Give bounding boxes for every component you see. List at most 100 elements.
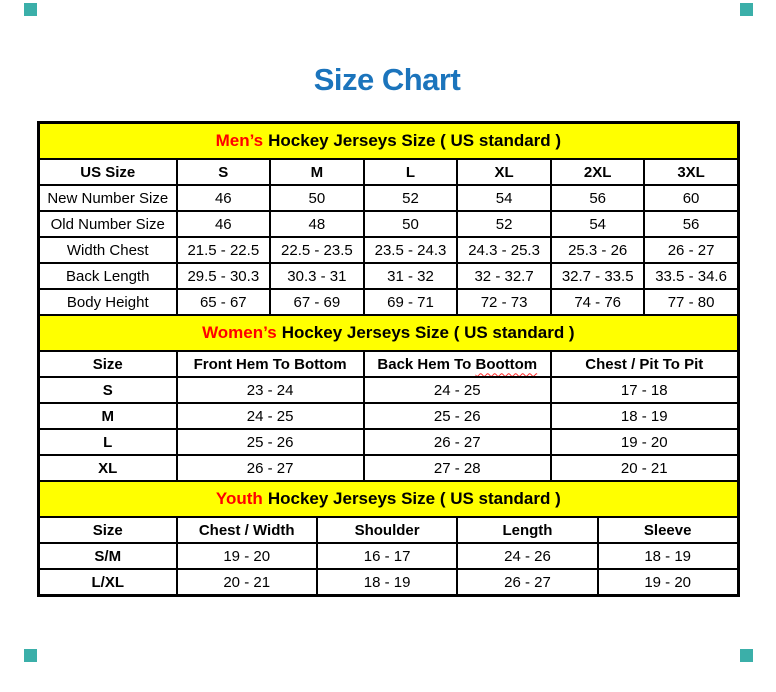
table-cell: 52 xyxy=(456,210,552,238)
row-label: Width Chest xyxy=(37,236,178,264)
table-cell: 50 xyxy=(362,210,459,238)
table-row: S/M 19 - 20 16 - 17 24 - 26 18 - 19 xyxy=(37,542,740,570)
table-cell: 24 - 26 xyxy=(456,542,599,570)
column-header: Shoulder xyxy=(315,516,459,544)
column-header: XL xyxy=(456,158,552,186)
mens-column-header-row: US Size S M L XL 2XL 3XL xyxy=(37,158,740,186)
column-header: US Size xyxy=(37,158,178,186)
table-cell: 26 - 27 xyxy=(643,236,740,264)
table-cell: 67 - 69 xyxy=(269,288,365,316)
page-title: Size Chart xyxy=(313,62,461,97)
table-cell: 23.5 - 24.3 xyxy=(362,236,459,264)
column-header: S xyxy=(175,158,272,186)
table-cell: 26 - 27 xyxy=(175,454,365,482)
misspell-prefix: Back Hem To xyxy=(377,355,476,373)
table-cell: 33.5 - 34.6 xyxy=(643,262,740,290)
table-cell: 29.5 - 30.3 xyxy=(175,262,272,290)
table-cell: 25 - 26 xyxy=(362,402,552,430)
resize-handle-bottom-right[interactable] xyxy=(740,649,753,662)
row-label: L/XL xyxy=(37,568,178,597)
mens-section-title: Men’s Hockey Jerseys Size ( US standard ) xyxy=(37,121,740,160)
table-row: L 25 - 26 26 - 27 19 - 20 xyxy=(37,428,740,456)
table-cell: 18 - 19 xyxy=(549,402,740,430)
womens-title-rest: Hockey Jerseys Size ( US standard ) xyxy=(281,323,575,342)
resize-handle-top-right[interactable] xyxy=(740,3,753,16)
youth-title-rest: Hockey Jerseys Size ( US standard ) xyxy=(267,489,561,508)
column-header: Chest / Pit To Pit xyxy=(549,350,740,378)
row-label: S/M xyxy=(37,542,178,570)
row-label: S xyxy=(37,376,178,404)
table-cell: 48 xyxy=(269,210,365,238)
mens-title-rest: Hockey Jerseys Size ( US standard ) xyxy=(268,131,562,150)
column-header: 2XL xyxy=(549,158,646,186)
womens-keyword: Women’s xyxy=(202,323,277,342)
table-cell: 54 xyxy=(456,184,552,212)
table-row: New Number Size 46 50 52 54 56 60 xyxy=(37,184,740,212)
table-cell: 19 - 20 xyxy=(596,568,740,597)
table-cell: 23 - 24 xyxy=(175,376,365,404)
row-label: L xyxy=(37,428,178,456)
table-cell: 19 - 20 xyxy=(549,428,740,456)
table-cell: 69 - 71 xyxy=(362,288,459,316)
youth-section-header: Youth Hockey Jerseys Size ( US standard ) xyxy=(37,480,740,518)
youth-column-header-row: Size Chest / Width Shoulder Length Sleev… xyxy=(37,516,740,544)
table-cell: 20 - 21 xyxy=(549,454,740,482)
youth-section-title: Youth Hockey Jerseys Size ( US standard ) xyxy=(37,480,740,518)
youth-keyword: Youth xyxy=(215,489,263,508)
row-label: Back Length xyxy=(37,262,178,290)
mens-keyword: Men’s xyxy=(215,131,264,150)
womens-section-title: Women’s Hockey Jerseys Size ( US standard… xyxy=(37,314,740,352)
table-row: Width Chest 21.5 - 22.5 22.5 - 23.5 23.5… xyxy=(37,236,740,264)
column-header: Front Hem To Bottom xyxy=(175,350,365,378)
table-cell: 65 - 67 xyxy=(175,288,272,316)
column-header: Sleeve xyxy=(596,516,740,544)
table-cell: 27 - 28 xyxy=(362,454,552,482)
table-cell: 22.5 - 23.5 xyxy=(269,236,365,264)
table-cell: 77 - 80 xyxy=(643,288,740,316)
misspell-word: Boottom xyxy=(475,355,538,373)
table-cell: 30.3 - 31 xyxy=(269,262,365,290)
table-row: Back Length 29.5 - 30.3 30.3 - 31 31 - 3… xyxy=(37,262,740,290)
mens-section-header: Men’s Hockey Jerseys Size ( US standard ) xyxy=(37,121,740,160)
table-row: S 23 - 24 24 - 25 17 - 18 xyxy=(37,376,740,404)
table-cell: 32 - 32.7 xyxy=(456,262,552,290)
table-cell: 21.5 - 22.5 xyxy=(175,236,272,264)
column-header: Size xyxy=(37,350,178,378)
row-label: M xyxy=(37,402,178,430)
column-header: M xyxy=(269,158,365,186)
table-cell: 50 xyxy=(269,184,365,212)
table-row: M 24 - 25 25 - 26 18 - 19 xyxy=(37,402,740,430)
table-row: XL 26 - 27 27 - 28 20 - 21 xyxy=(37,454,740,482)
womens-column-header-row: Size Front Hem To Bottom Back Hem To Boo… xyxy=(37,350,740,378)
row-label: Body Height xyxy=(37,288,178,316)
resize-handle-bottom-left[interactable] xyxy=(24,649,37,662)
table-cell: 18 - 19 xyxy=(596,542,740,570)
table-cell: 20 - 21 xyxy=(175,568,318,597)
table-cell: 32.7 - 33.5 xyxy=(549,262,646,290)
table-cell: 24 - 25 xyxy=(175,402,365,430)
column-header-misspelled: Back Hem To Boottom xyxy=(362,350,552,378)
table-cell: 54 xyxy=(549,210,646,238)
table-cell: 56 xyxy=(549,184,646,212)
resize-handle-top-left[interactable] xyxy=(24,3,37,16)
table-cell: 26 - 27 xyxy=(456,568,599,597)
table-cell: 25 - 26 xyxy=(175,428,365,456)
table-cell: 19 - 20 xyxy=(175,542,318,570)
table-cell: 26 - 27 xyxy=(362,428,552,456)
table-row: L/XL 20 - 21 18 - 19 26 - 27 19 - 20 xyxy=(37,568,740,597)
column-header: Chest / Width xyxy=(175,516,318,544)
size-chart-table: Men’s Hockey Jerseys Size ( US standard )… xyxy=(37,121,740,597)
table-cell: 60 xyxy=(643,184,740,212)
column-header: Length xyxy=(456,516,599,544)
table-cell: 24 - 25 xyxy=(362,376,552,404)
table-cell: 46 xyxy=(175,184,272,212)
table-cell: 17 - 18 xyxy=(549,376,740,404)
womens-section-header: Women’s Hockey Jerseys Size ( US standard… xyxy=(37,314,740,352)
table-cell: 16 - 17 xyxy=(315,542,459,570)
table-cell: 25.3 - 26 xyxy=(549,236,646,264)
table-cell: 46 xyxy=(175,210,272,238)
table-cell: 24.3 - 25.3 xyxy=(456,236,552,264)
table-cell: 31 - 32 xyxy=(362,262,459,290)
table-cell: 18 - 19 xyxy=(315,568,459,597)
row-label: XL xyxy=(37,454,178,482)
